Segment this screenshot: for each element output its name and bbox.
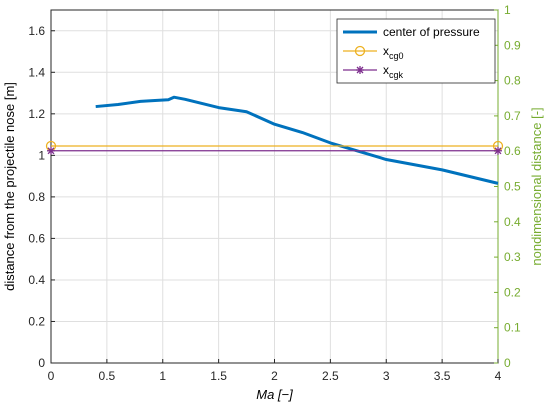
y-left-tick-label: 1 xyxy=(38,148,45,162)
x-tick-label: 2 xyxy=(271,369,278,383)
x-tick-label: 2.5 xyxy=(322,369,339,383)
star-stroke xyxy=(494,147,502,155)
y-left-tick-label: 0 xyxy=(38,356,45,370)
x-tick-label: 0.5 xyxy=(99,369,116,383)
y-right-tick-label: 0.5 xyxy=(504,180,521,194)
x-axis-label: Ma [−] xyxy=(256,387,293,402)
y-left-tick-label: 0.4 xyxy=(28,273,45,287)
legend-label-2: xcgk xyxy=(383,63,404,80)
legend-label-text: x xyxy=(383,44,389,58)
legend-label-subscript: cg0 xyxy=(389,51,404,61)
y-right-tick-label: 0.4 xyxy=(504,215,521,229)
legend-label-0: center of pressure xyxy=(383,25,480,39)
y-right-tick-label: 0.3 xyxy=(504,250,521,264)
y-right-tick-label: 0.8 xyxy=(504,74,521,88)
y-right-tick-label: 0.7 xyxy=(504,109,521,123)
x-tick-label: 0 xyxy=(48,369,55,383)
y-right-tick-label: 1 xyxy=(504,3,511,17)
series-point xyxy=(494,146,502,155)
series xyxy=(45,95,504,185)
y-left-tick-label: 1.2 xyxy=(28,107,45,121)
legend-label-text: x xyxy=(383,63,389,77)
series-point xyxy=(47,146,55,155)
y-right-tick-label: 0.2 xyxy=(504,285,521,299)
series-line-0 xyxy=(95,95,499,185)
x-tick-label: 4 xyxy=(495,369,502,383)
star-stroke xyxy=(356,66,364,74)
x-tick-label: 1.5 xyxy=(210,369,227,383)
legend-box xyxy=(336,18,496,84)
legend-label-text: center of pressure xyxy=(383,25,480,39)
y-left-tick-label: 1.6 xyxy=(28,24,45,38)
y-right-tick-label: 0.9 xyxy=(504,38,521,52)
legend-label-1: xcg0 xyxy=(383,44,404,61)
y-axis-left-label: distance from the projectile nose [m] xyxy=(2,82,17,291)
star-stroke xyxy=(47,147,55,155)
y-left-tick-label: 0.2 xyxy=(28,314,45,328)
y-axis-right-label: nondimensional distance [-] xyxy=(529,107,544,265)
y-right-tick-label: 0 xyxy=(504,356,511,370)
x-tick-label: 3.5 xyxy=(434,369,451,383)
y-left-tick-label: 1.4 xyxy=(28,65,45,79)
y-right-tick-label: 0.1 xyxy=(504,321,521,335)
legend-label-subscript: cgk xyxy=(389,70,404,80)
y-right-tick-label: 0.6 xyxy=(504,144,521,158)
x-tick-label: 3 xyxy=(383,369,390,383)
series-point xyxy=(356,66,364,74)
x-tick-label: 1 xyxy=(159,369,166,383)
tick-labels: 0 0.5 1 1.5 2 2.5 3 3.5 400.20.40.60.811.21.41.6… xyxy=(28,3,521,383)
grid xyxy=(50,10,499,364)
series-point xyxy=(354,45,366,57)
y-left-tick-label: 0.6 xyxy=(28,231,45,245)
y-left-tick-label: 0.8 xyxy=(28,190,45,204)
